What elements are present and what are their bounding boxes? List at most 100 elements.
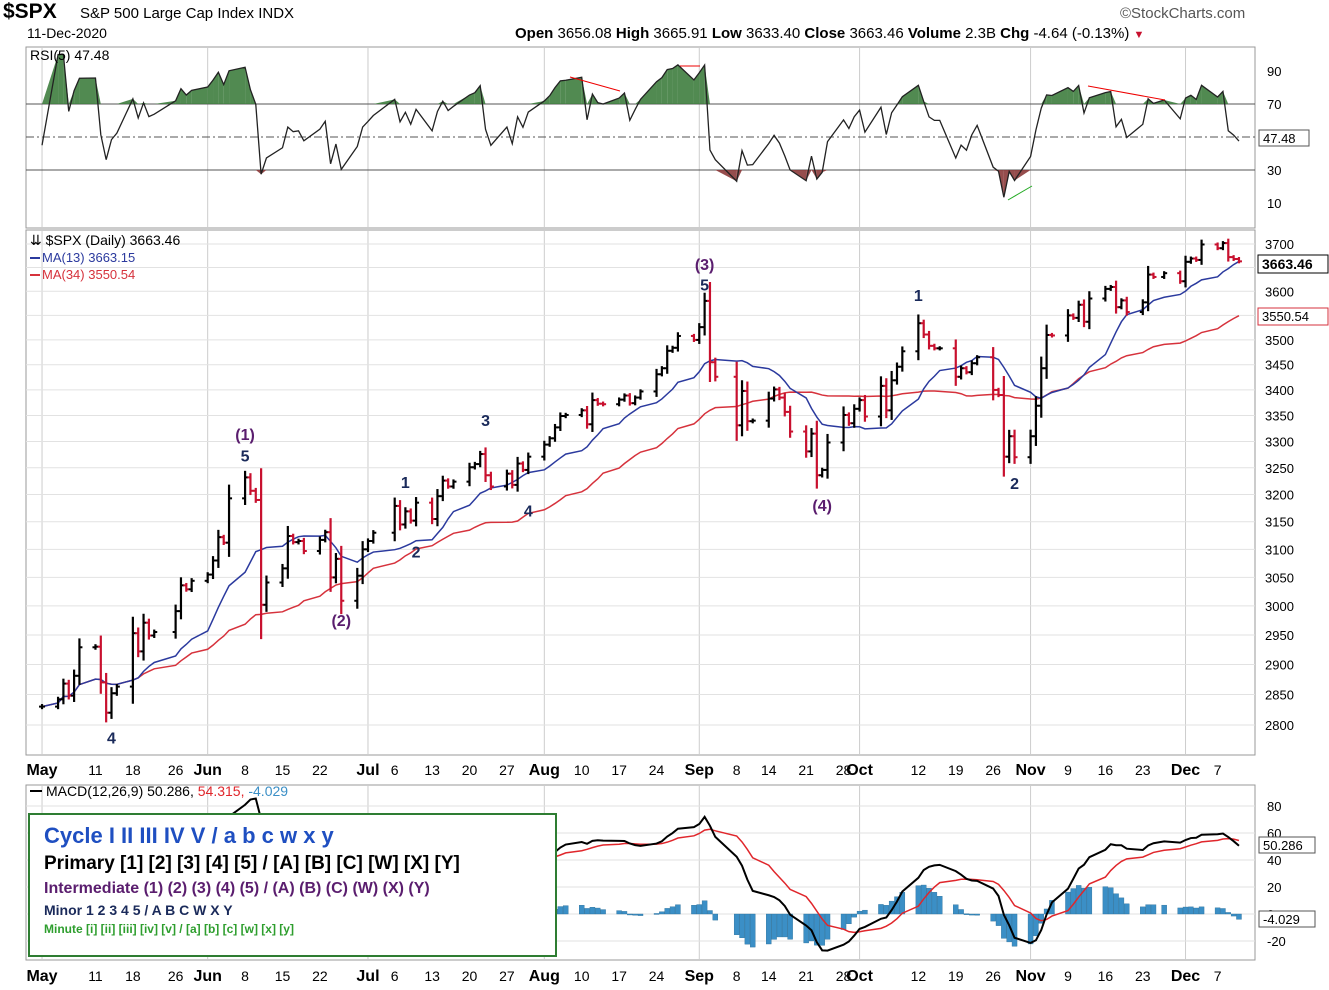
x-axis-label: 8 xyxy=(733,762,741,778)
wave-label: 2 xyxy=(1010,476,1019,493)
macd-histogram-bar xyxy=(637,913,644,916)
price-bar xyxy=(787,405,794,438)
wave-label: 2 xyxy=(412,545,421,562)
macd-histogram-bar xyxy=(707,910,713,915)
price-value-tag xyxy=(1257,254,1329,274)
wave-label: (2) xyxy=(331,613,351,630)
rsi-fill xyxy=(640,81,657,104)
macd-histogram-bar xyxy=(1011,913,1018,947)
wave-label: (1) xyxy=(235,427,255,444)
rsi-fill xyxy=(191,87,208,104)
rsi-fill xyxy=(1201,85,1218,104)
rsi-value-text: 47.48 xyxy=(1263,131,1296,146)
price-bar xyxy=(338,545,345,615)
price-bar xyxy=(1161,271,1168,279)
x-axis-label: 8 xyxy=(241,762,249,778)
x-axis-label: 14 xyxy=(761,968,777,984)
rsi-fill xyxy=(1067,87,1074,104)
macd-histogram-bar xyxy=(589,907,596,915)
x-axis-label: 21 xyxy=(798,968,814,984)
macd-histogram-bar xyxy=(595,907,601,915)
macd-histogram-bar xyxy=(995,913,1002,926)
x-axis-label: 27 xyxy=(499,762,515,778)
price-tick-label: 3000 xyxy=(1265,599,1294,614)
rsi-fill xyxy=(822,170,828,173)
x-axis-label: 7 xyxy=(1214,968,1222,984)
macd-histogram-bar xyxy=(1161,904,1167,915)
macd-histogram-bar xyxy=(1006,913,1012,943)
macd-histogram-bar xyxy=(621,911,628,915)
rsi-fill xyxy=(74,78,80,104)
price-bar xyxy=(76,638,83,685)
macd-histogram-bar xyxy=(1220,908,1226,915)
price-bar xyxy=(1198,239,1205,265)
x-axis-label: 9 xyxy=(1064,968,1072,984)
chart-date: 11-Dec-2020 xyxy=(27,25,107,41)
macd-histogram-bar xyxy=(1150,904,1157,915)
price-bar xyxy=(151,629,158,638)
rsi-fill xyxy=(116,98,133,104)
x-axis-label: 23 xyxy=(1135,762,1151,778)
x-axis-label: 11 xyxy=(88,968,103,984)
price-panel xyxy=(25,229,1256,756)
rsi-fill xyxy=(218,72,224,104)
macd-histogram-bar xyxy=(1182,906,1189,915)
price-tick-label: 3200 xyxy=(1265,488,1294,503)
x-axis-label: 6 xyxy=(391,968,399,984)
rsi-fill xyxy=(661,69,668,104)
rsi-fill xyxy=(693,72,700,104)
rsi-tick-label: 10 xyxy=(1267,196,1281,211)
price-bar xyxy=(263,575,270,612)
macd-histogram-bar xyxy=(814,913,820,946)
macd-histogram-bar xyxy=(664,908,670,915)
wave-label: 1 xyxy=(401,475,410,492)
rsi-divergence-line xyxy=(1007,185,1033,201)
macd-histogram-bar xyxy=(616,910,622,915)
x-axis-label: 19 xyxy=(948,968,964,984)
rsi-value-tag xyxy=(1258,129,1310,147)
rsi-fill xyxy=(565,77,582,104)
macd-histogram-bar xyxy=(1086,887,1093,915)
price-bar xyxy=(1011,429,1018,464)
price-bar xyxy=(413,497,420,527)
price-bar xyxy=(1048,332,1055,338)
price-bar xyxy=(1086,291,1093,330)
macd-histogram-bar xyxy=(851,913,857,918)
rsi-fill xyxy=(677,64,694,104)
x-axis-label: 9 xyxy=(1064,762,1072,778)
macd-histogram-bar xyxy=(1033,913,1039,937)
macd-histogram-bar xyxy=(627,913,633,916)
price-tick-label: 2900 xyxy=(1265,657,1294,672)
x-axis-label: Aug xyxy=(529,968,560,985)
macd-histogram-bar xyxy=(1108,887,1114,915)
wave-label: 3 xyxy=(481,413,490,430)
macd-histogram-bar xyxy=(1124,903,1130,915)
macd-histogram-bar xyxy=(659,911,665,915)
price-bar xyxy=(600,401,607,407)
rsi-fill xyxy=(58,54,64,104)
rsi-fill xyxy=(469,92,475,104)
macd-histogram-bar xyxy=(1193,907,1199,915)
rsi-fill xyxy=(656,77,662,104)
macd-histogram-bar xyxy=(915,885,922,915)
x-axis-label: 16 xyxy=(1098,762,1114,778)
rsi-divergence-line xyxy=(569,76,621,92)
rsi-fill xyxy=(79,78,96,104)
price-bar xyxy=(899,346,906,372)
macd-histogram-bar xyxy=(1038,913,1044,924)
x-axis-label: Jun xyxy=(193,762,221,779)
price-bar xyxy=(300,537,307,555)
x-axis-label: Sep xyxy=(685,762,715,779)
price-bar xyxy=(226,484,233,557)
macd-tick-label: -20 xyxy=(1267,934,1286,949)
macd-histogram-bar xyxy=(840,913,847,930)
price-bar xyxy=(562,412,569,419)
wave-label: (4) xyxy=(812,498,832,515)
macd-histogram-bar xyxy=(675,904,681,915)
macd-histogram-bar xyxy=(776,913,783,938)
x-axis-label: 15 xyxy=(275,968,291,984)
price-tick-label: 3100 xyxy=(1265,542,1294,557)
rsi-fill xyxy=(42,54,59,104)
rsi-line xyxy=(41,53,1240,198)
